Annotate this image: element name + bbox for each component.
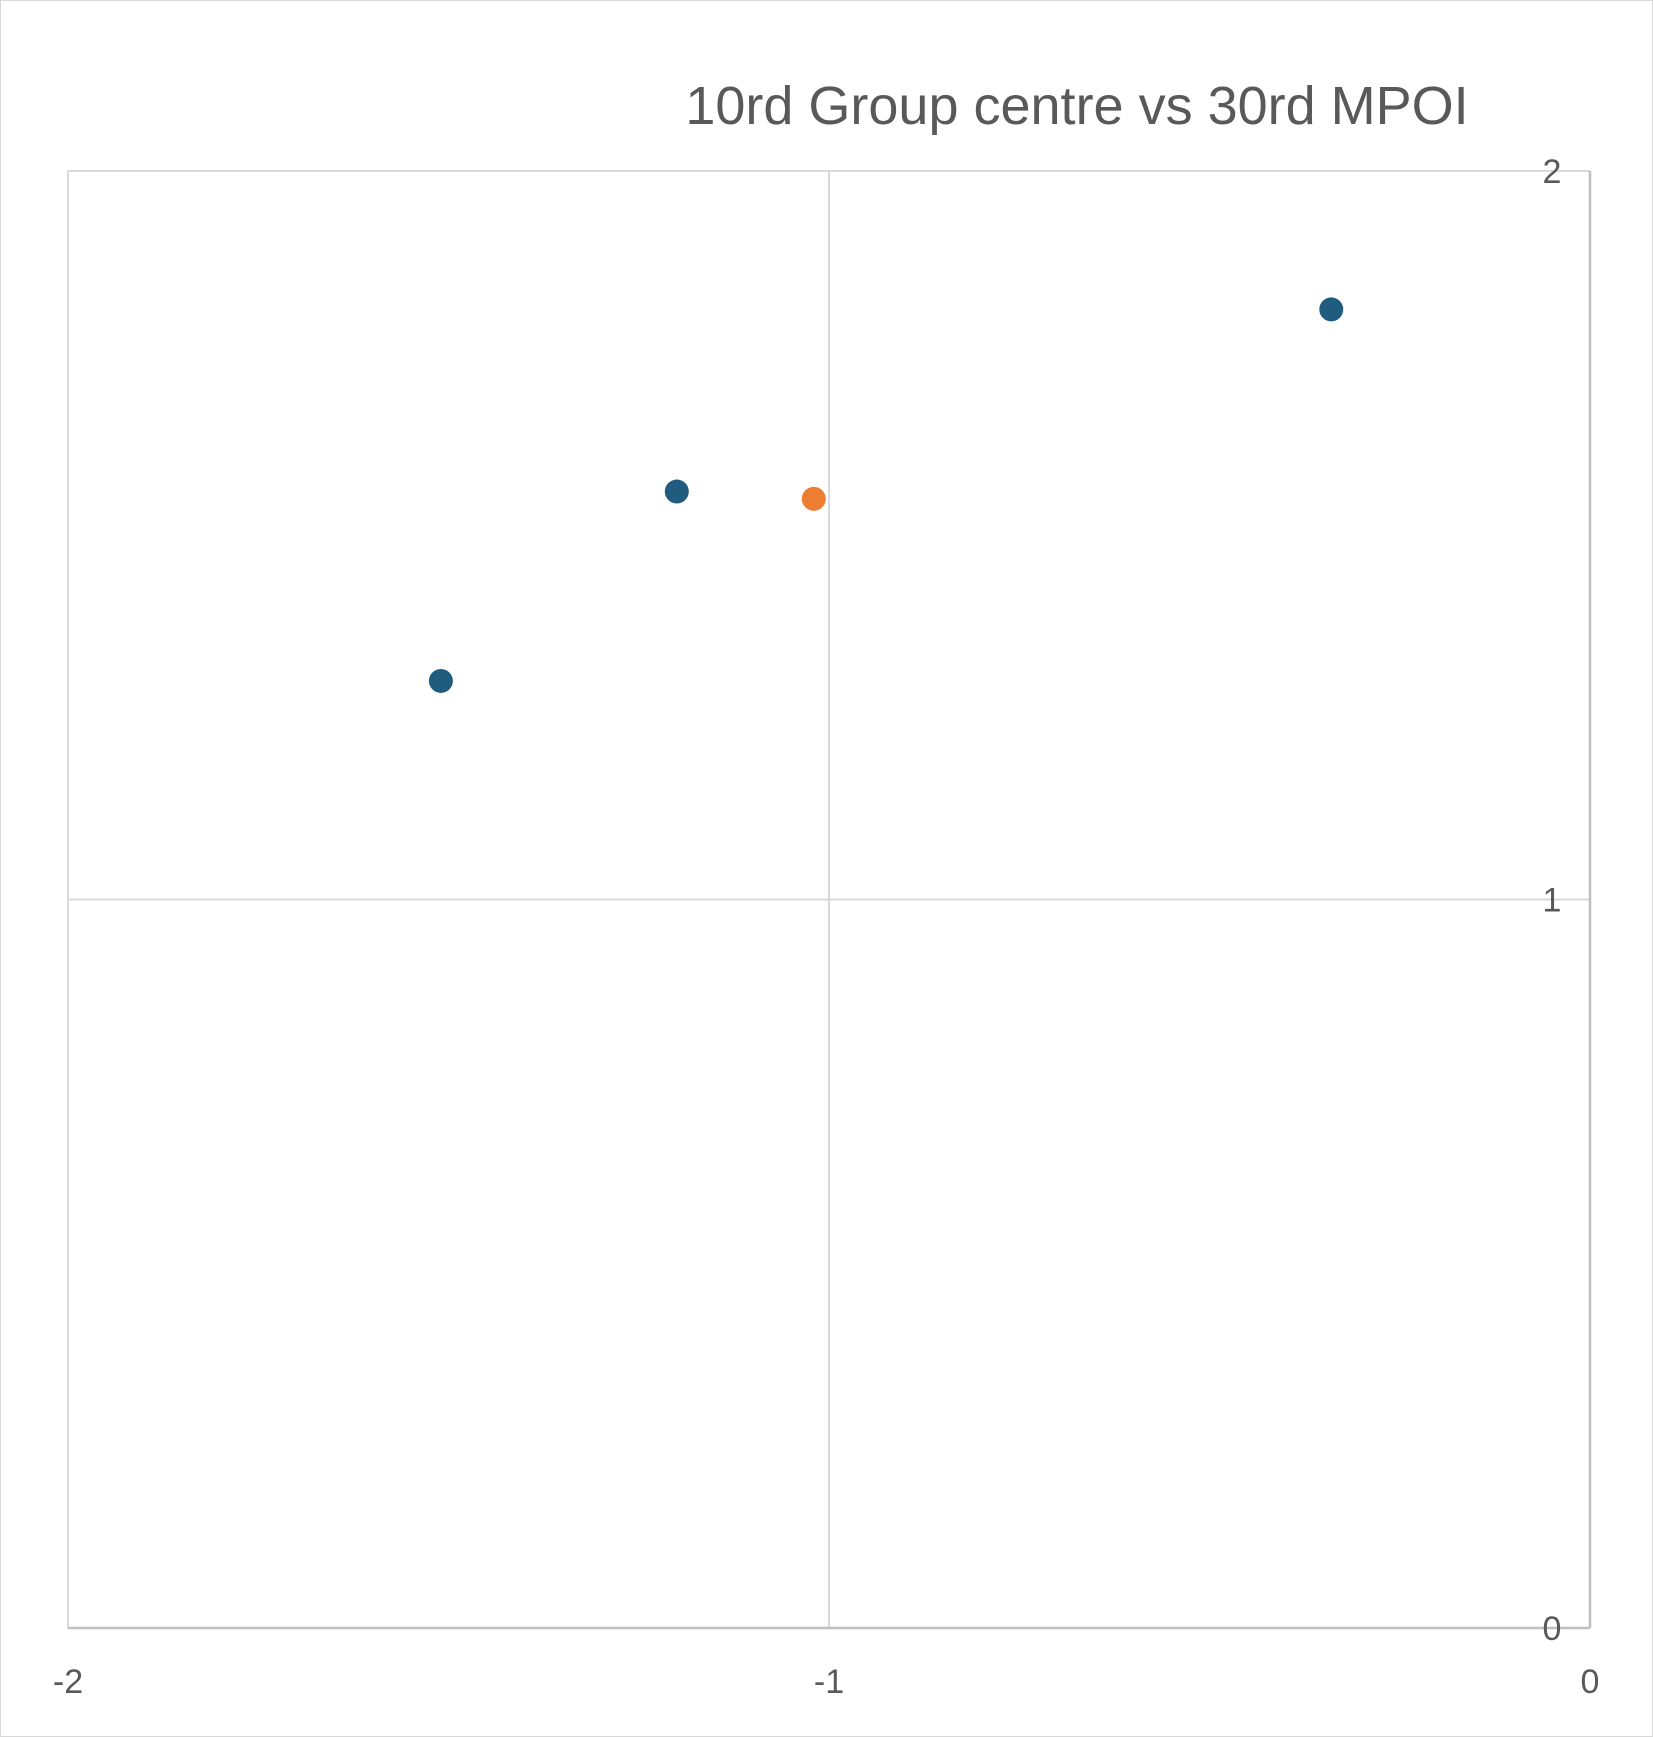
x-tick-label: -1 bbox=[814, 1663, 844, 1701]
tick-labels: -2 -1 00 1 2 bbox=[53, 153, 1600, 1701]
y-tick-label: 0 bbox=[1543, 1610, 1562, 1648]
scatter-point-series-1 bbox=[428, 668, 453, 693]
axes bbox=[68, 171, 1592, 1630]
scatter-point-series-2 bbox=[801, 486, 826, 511]
scatter-point-series-1 bbox=[1319, 297, 1344, 322]
x-tick-label: -2 bbox=[53, 1663, 83, 1701]
y-tick-label: 2 bbox=[1543, 153, 1562, 191]
gridlines bbox=[67, 170, 1590, 1628]
y-tick-label: 1 bbox=[1543, 882, 1562, 920]
x-tick-label: 0 bbox=[1581, 1663, 1600, 1701]
data-points bbox=[428, 297, 1344, 693]
scatter-point-series-1 bbox=[664, 479, 689, 504]
chart-title: 10rd Group centre vs 30rd MPOI bbox=[685, 76, 1468, 136]
